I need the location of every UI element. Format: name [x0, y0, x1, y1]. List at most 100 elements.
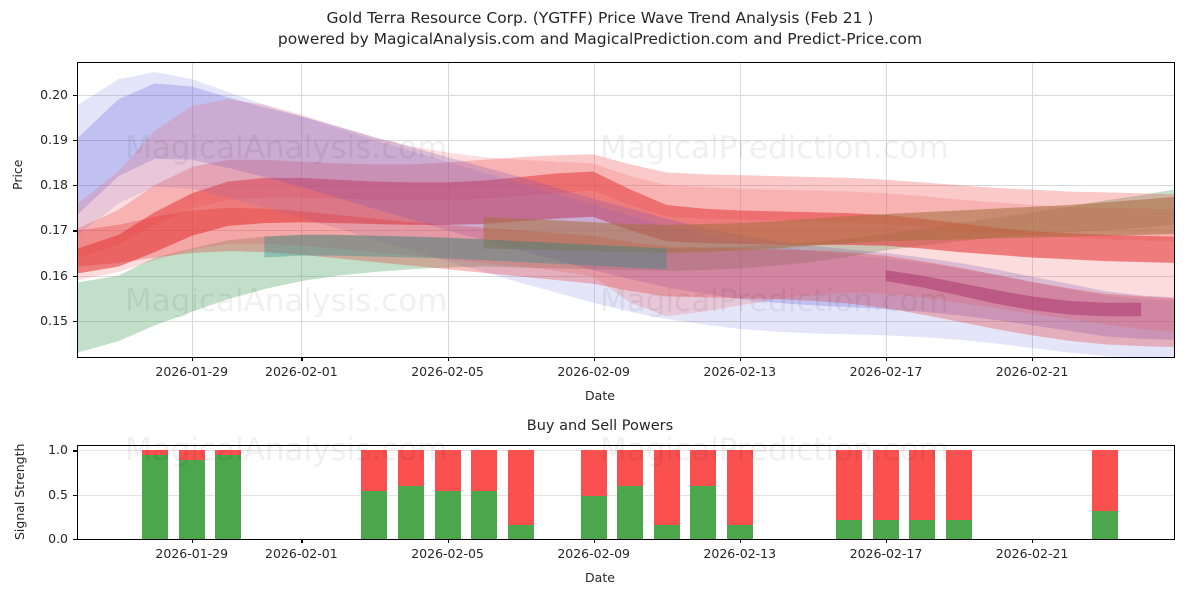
signal-bar[interactable] [690, 450, 717, 539]
price-gridline-h-4 [78, 139, 1174, 141]
signal-bar-buy-segment [215, 454, 242, 539]
price-y-tick-mark [73, 139, 77, 142]
price-band-red-band-lower-descending [78, 207, 1174, 348]
signal-bar-sell-segment [580, 450, 607, 496]
price-y-tick-mark [73, 230, 77, 232]
signal-y-tick-mark [73, 539, 77, 541]
signal-bar-buy-segment [434, 491, 461, 539]
signal-bar-sell-segment [872, 450, 899, 520]
price-y-tick-mark [73, 185, 77, 187]
signal-bar-buy-segment [471, 491, 498, 539]
signal-bar[interactable] [507, 450, 534, 539]
signal-bar[interactable] [1092, 450, 1119, 539]
signal-bar-sell-segment [690, 450, 717, 486]
signal-plot-area [77, 445, 1175, 540]
signal-bar[interactable] [653, 450, 680, 539]
price-band-blue-band-upper [78, 83, 1174, 340]
signal-bar-sell-segment [434, 450, 461, 492]
signal-bar[interactable] [361, 450, 388, 539]
signal-x-tick-label: 2026-02-05 [411, 546, 484, 561]
signal-y-axis-label: Signal Strength [12, 443, 27, 540]
signal-x-tick-mark [447, 539, 449, 543]
signal-x-tick-label: 2026-01-29 [155, 546, 229, 561]
signal-bar[interactable] [215, 450, 242, 539]
signal-bar-sell-segment [397, 450, 424, 486]
signal-y-tick-mark [73, 494, 77, 496]
signal-bar[interactable] [397, 450, 424, 539]
signal-bar[interactable] [945, 450, 972, 539]
signal-bar-sell-segment [361, 450, 388, 492]
page-subtitle: powered by MagicalAnalysis.com and Magic… [277, 30, 923, 48]
signal-x-tick-label: 2026-02-17 [849, 546, 923, 561]
price-x-tick-label: 2026-02-09 [557, 364, 630, 379]
price-y-tick-mark [73, 94, 77, 96]
signal-bar[interactable] [726, 450, 753, 539]
price-x-tick-mark [1032, 357, 1034, 361]
signal-bar-buy-segment [726, 524, 753, 539]
price-band-magenta-overlap-band [885, 270, 1142, 317]
page-title: Gold Terra Resource Corp. (YGTFF) Price … [326, 9, 874, 27]
signal-x-tick-label: 2026-02-09 [557, 546, 630, 561]
signal-bar[interactable] [617, 450, 644, 539]
price-y-tick-label: 0.18 [40, 177, 68, 193]
signal-bar-sell-segment [836, 450, 863, 520]
signal-bar-buy-segment [178, 460, 205, 539]
signal-bar-sell-segment [215, 450, 242, 455]
price-y-tick-label: 0.19 [40, 131, 68, 147]
signal-y-tick-label: 0.5 [48, 486, 68, 502]
signal-bar-sell-segment [726, 450, 753, 525]
price-x-tick-label: 2026-02-17 [849, 364, 923, 379]
signal-bar-buy-segment [507, 524, 534, 539]
signal-x-tick-label: 2026-02-13 [703, 546, 777, 561]
signal-bar-sell-segment [909, 450, 936, 520]
price-x-tick-label: 2026-02-05 [411, 364, 484, 379]
signal-bar-buy-segment [690, 485, 717, 539]
signal-bar-buy-segment [653, 524, 680, 539]
signal-bar[interactable] [434, 450, 461, 539]
signal-x-tick-label: 2026-02-01 [265, 546, 338, 561]
price-gridline-h-1 [78, 275, 1174, 277]
price-band-red-band-light-upper [78, 154, 1174, 258]
price-x-tick-mark [593, 357, 595, 361]
price-gridline-h-5 [78, 94, 1174, 96]
price-gridline-h-0 [78, 320, 1174, 322]
price-y-tick-label: 0.15 [40, 312, 68, 328]
signal-bar-sell-segment [507, 450, 534, 525]
signal-bar-sell-segment [945, 450, 972, 520]
signal-chart-title: Buy and Sell Powers [526, 418, 674, 434]
signal-bar-sell-segment [653, 450, 680, 525]
price-x-tick-label: 2026-02-01 [265, 364, 338, 379]
price-band-red-band-core [78, 171, 1174, 274]
signal-bar-buy-segment [1092, 510, 1119, 539]
signal-bar-buy-segment [945, 519, 972, 539]
signal-bar[interactable] [836, 450, 863, 539]
price-band-teal-overlap-band [264, 234, 667, 270]
signal-bar-buy-segment [872, 519, 899, 539]
price-gridline-h-3 [78, 185, 1174, 187]
signal-x-tick-mark [1032, 539, 1034, 543]
price-plot-area [77, 62, 1175, 358]
signal-bar[interactable] [471, 450, 498, 539]
signal-bar[interactable] [909, 450, 936, 539]
signal-bar[interactable] [872, 450, 899, 539]
signal-y-tick-label: 0.0 [48, 531, 68, 546]
price-wave-bands [78, 72, 1174, 357]
price-y-tick-label: 0.20 [40, 86, 68, 102]
signal-y-tick-label: 1.0 [48, 442, 68, 458]
price-x-tick-label: 2026-02-21 [995, 364, 1069, 379]
price-gridline-v-5 [885, 63, 887, 357]
price-band-blue-band-light [78, 72, 1174, 357]
signal-x-tick-mark [739, 539, 741, 543]
title-block: Gold Terra Resource Corp. (YGTFF) Price … [0, 8, 1200, 50]
price-x-tick-mark [885, 357, 888, 361]
signal-y-tick-mark [73, 450, 77, 452]
signal-bar[interactable] [178, 450, 205, 539]
signal-bar-buy-segment [397, 485, 424, 539]
price-x-tick-label: 2026-01-29 [155, 364, 229, 379]
signal-bar-buy-segment [580, 495, 607, 539]
price-band-brown-overlap-band [483, 196, 1174, 253]
signal-bar[interactable] [580, 450, 607, 539]
price-x-axis-label: Date [585, 388, 615, 403]
signal-bar[interactable] [142, 450, 169, 539]
